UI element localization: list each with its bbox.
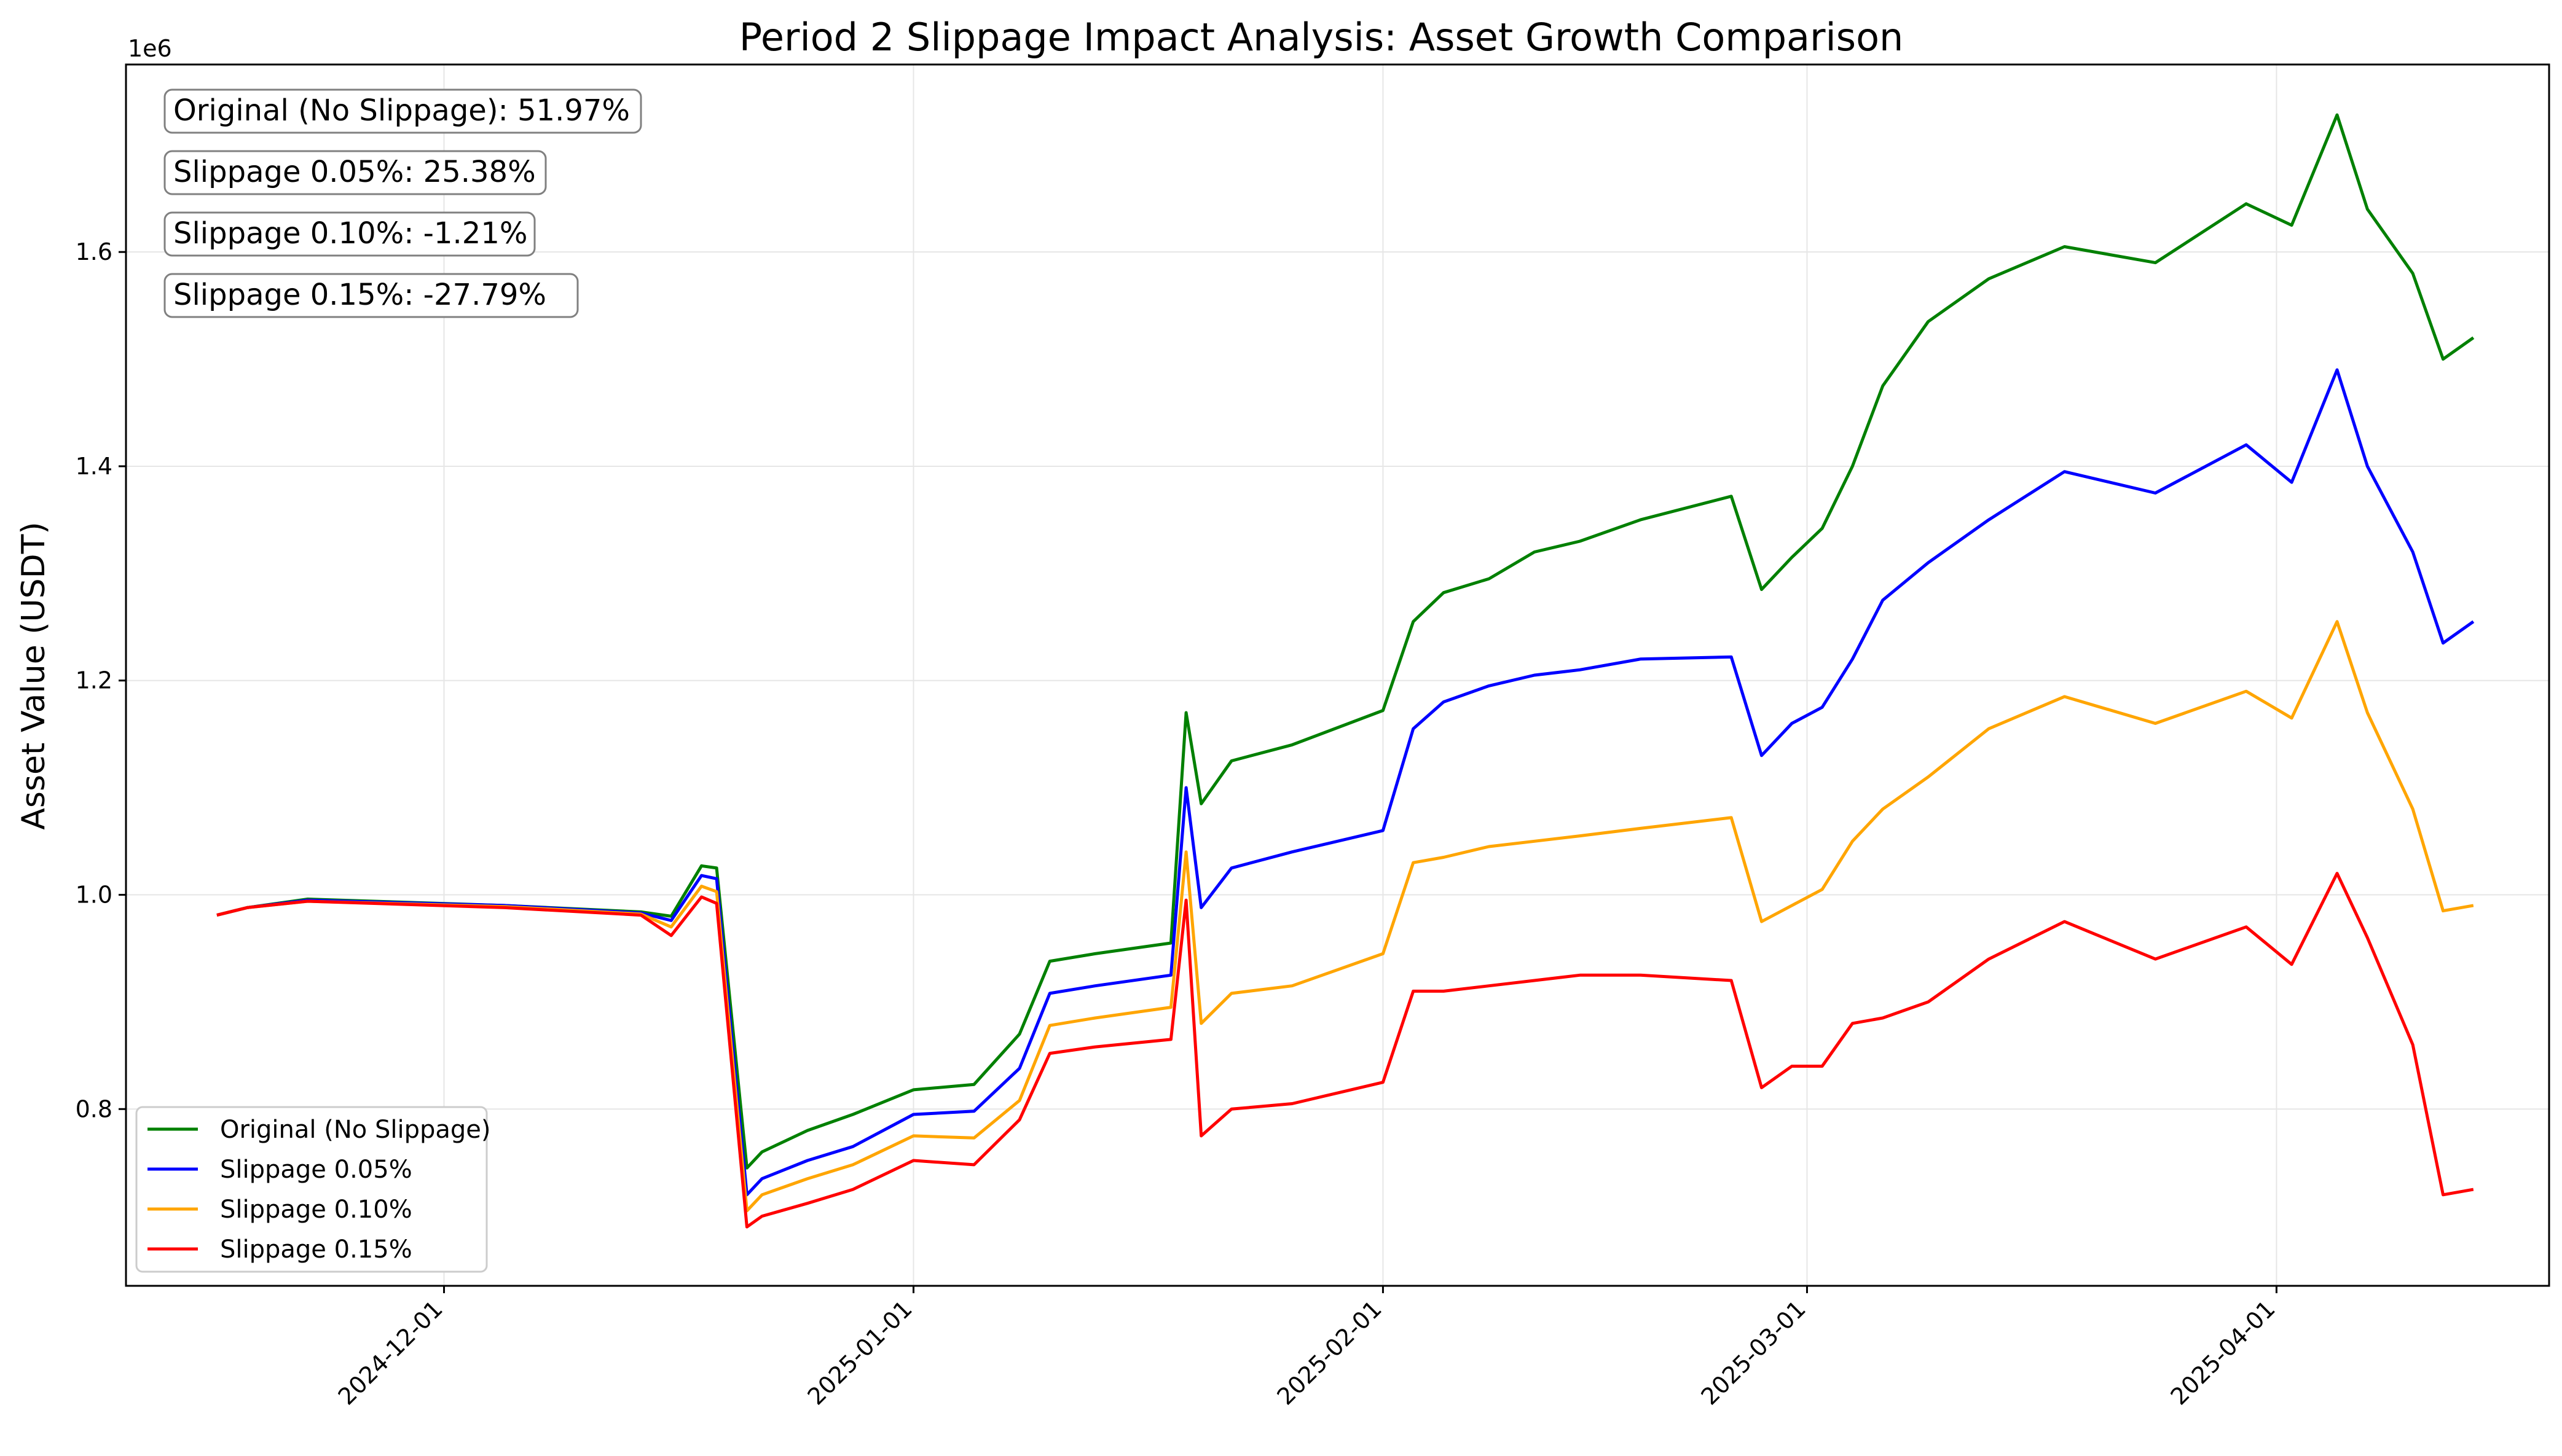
annotation-box: Slippage 0.15%: -27.79% <box>163 273 579 318</box>
y-tick-label: 1.4 <box>76 453 112 480</box>
annotation-text: Slippage 0.10%: -1.21% <box>173 216 527 251</box>
series-layer <box>216 113 2475 1229</box>
grid <box>126 65 2549 1286</box>
annotation-box: Slippage 0.05%: 25.38% <box>163 150 547 195</box>
legend-frame <box>135 1106 488 1273</box>
chart-title: Period 2 Slippage Impact Analysis: Asset… <box>739 15 1904 60</box>
annotation-boxes: Original (No Slippage): 51.97% Slippage 0… <box>163 88 642 318</box>
y-axis-label: Asset Value (USDT) <box>15 522 52 829</box>
series-line-4 <box>216 872 2474 1229</box>
y-offset-label: 1e6 <box>128 35 172 62</box>
legend-label: Slippage 0.10% <box>220 1196 412 1224</box>
annotation-text: Slippage 0.15%: -27.79% <box>173 278 546 312</box>
annotation-text: Slippage 0.05%: 25.38% <box>173 155 536 189</box>
legend-label: Slippage 0.05% <box>220 1156 412 1184</box>
annotation-box: Original (No Slippage): 51.97% <box>163 88 642 134</box>
annotation-frame <box>163 150 547 195</box>
legend-label: Slippage 0.15% <box>220 1235 412 1264</box>
y-tick-label: 1.0 <box>76 881 112 908</box>
legend: Original (No Slippage) Slippage 0.05% Slip… <box>135 1106 490 1273</box>
y-tick-label: 1.6 <box>76 238 112 265</box>
y-tick-label: 0.8 <box>76 1095 112 1122</box>
annotation-frame <box>163 211 536 257</box>
y-tick-label: 1.2 <box>76 667 112 694</box>
legend-label: Original (No Slippage) <box>220 1116 490 1144</box>
annotation-box: Slippage 0.10%: -1.21% <box>163 211 536 257</box>
annotation-frame <box>163 88 642 134</box>
plot-frame <box>125 63 2550 1287</box>
annotation-frame <box>163 273 579 318</box>
annotation-text: Original (No Slippage): 51.97% <box>173 93 630 128</box>
series-line-1 <box>216 113 2475 1170</box>
